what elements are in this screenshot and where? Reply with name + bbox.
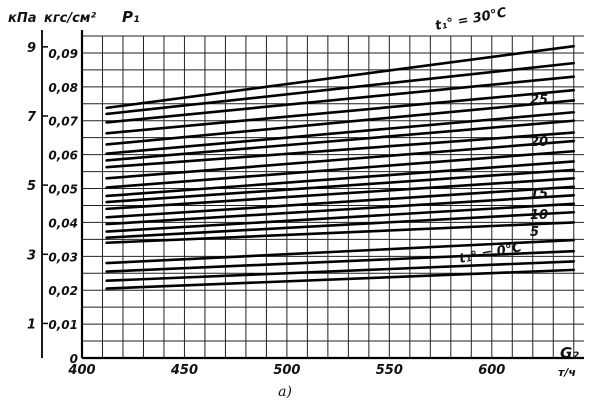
x-axis-label: G₂ (560, 344, 579, 362)
y-unit-kpa: кПа (8, 11, 36, 26)
y-tick-label-kpa: 9 (27, 41, 36, 56)
y-tick-label-kgf: 0,02 (48, 284, 78, 298)
right-label: 25 (530, 93, 548, 108)
right-label: 5 (530, 225, 539, 240)
y-tick-label-kgf: 0,09 (48, 47, 78, 61)
series-line (105, 110, 576, 155)
y-tick-label-kgf: 0,08 (48, 81, 78, 95)
series-line (105, 75, 576, 124)
annotation-top-curve: t₁° = 30°C (434, 5, 508, 34)
series-line (105, 88, 576, 135)
y-tick-label-kgf: 0,06 (48, 149, 78, 163)
series-line (105, 139, 576, 180)
y-tick-label-kgf: 0,01 (48, 318, 78, 332)
axes (41, 30, 584, 360)
y-tick-label-kgf: 0 (70, 352, 78, 366)
y-tick-label-kgf: 0,03 (48, 250, 78, 264)
y-unit-kgf: кгс/см² (44, 11, 96, 26)
series-line (105, 202, 576, 233)
curves (105, 44, 576, 290)
x-tick-label: 450 (170, 363, 198, 378)
y-tick-label-kgf: 0,05 (48, 183, 78, 197)
series-line (105, 177, 576, 211)
y-tick-label-kpa: 3 (27, 248, 36, 263)
series-line (105, 44, 576, 110)
y-tick-label-kpa: 5 (27, 179, 36, 194)
right-labels: 25 20 15 10 5 (530, 93, 548, 240)
y-axis-label: P₁ (122, 8, 140, 26)
series-line (105, 238, 576, 265)
x-tick-label: 600 (478, 363, 505, 378)
series-line (105, 268, 576, 290)
x-tick-label: 500 (273, 363, 300, 378)
series-line (105, 260, 576, 283)
series-line (105, 221, 576, 245)
y-tick-label-kpa: 1 (27, 317, 36, 332)
series-line (105, 99, 576, 146)
series-line (105, 210, 576, 239)
series-line (105, 185, 576, 219)
y-tick-label-kpa: 7 (27, 110, 37, 125)
right-label: 20 (530, 135, 548, 150)
x-tick-label: 400 (67, 363, 95, 378)
series-line (105, 168, 576, 204)
tick-labels: 400 450 500 550 600 0 0,01 0,02 0,03 0,04 0,05 0,06… (27, 41, 505, 378)
series-line (105, 119, 576, 162)
series-line (105, 131, 576, 169)
series-line (105, 194, 576, 226)
series-line (105, 149, 576, 189)
figure-caption: а) (278, 384, 292, 400)
x-tick-label: 550 (376, 363, 403, 378)
series-line (105, 160, 576, 198)
series-line (105, 61, 576, 116)
y-tick-label-kgf: 0,04 (48, 216, 78, 230)
x-axis-unit: т/ч (558, 366, 576, 379)
right-label: 15 (530, 187, 548, 202)
y-tick-label-kgf: 0,07 (48, 115, 78, 129)
right-label: 10 (530, 208, 548, 223)
series-line (105, 249, 576, 273)
